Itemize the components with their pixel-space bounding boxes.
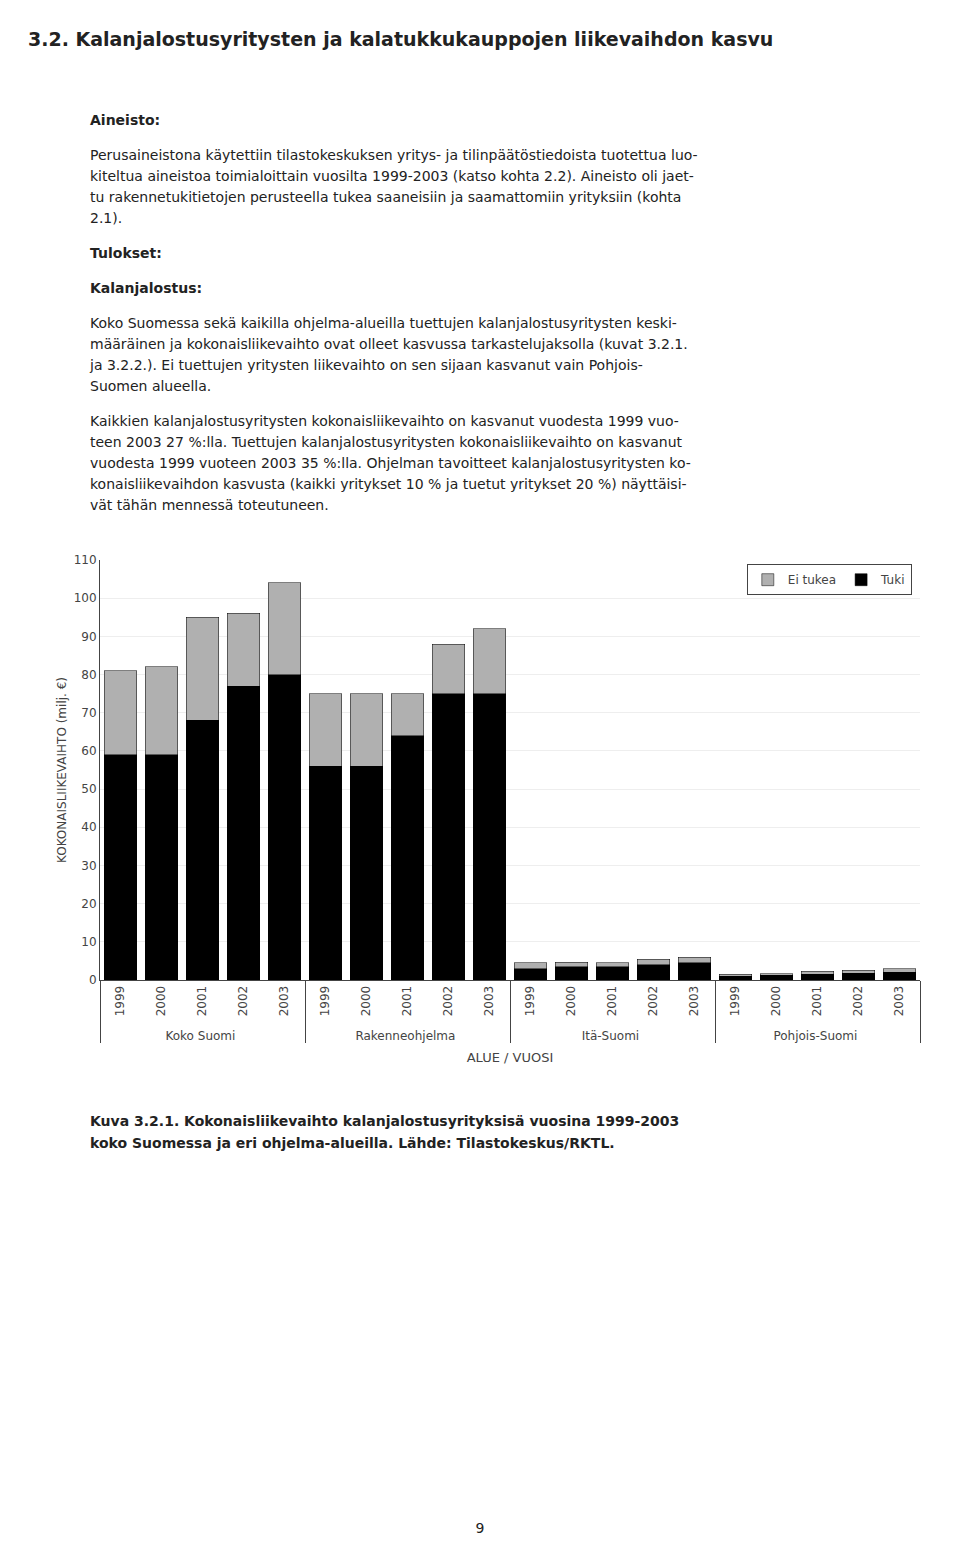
html-text:9: 9	[475, 1520, 485, 1536]
svg-text:2002: 2002	[646, 986, 660, 1017]
svg-text:100: 100	[74, 591, 97, 605]
svg-text:Rakenneohjelma: Rakenneohjelma	[355, 1029, 455, 1043]
svg-text:0: 0	[89, 973, 97, 987]
svg-text:2000: 2000	[564, 986, 578, 1017]
html-text:Koko Suomessa sekä kaikilla oh: Koko Suomessa sekä kaikilla ohjelma-alue…	[90, 315, 688, 394]
svg-text:50: 50	[81, 782, 96, 796]
svg-text:2002: 2002	[851, 986, 865, 1017]
svg-text:2003: 2003	[482, 986, 496, 1017]
svg-text:2002: 2002	[441, 986, 455, 1017]
html-text:Kaikkien kalanjalostusyrityste: Kaikkien kalanjalostusyritysten kokonais…	[90, 413, 691, 513]
svg-text:1999: 1999	[113, 986, 127, 1017]
svg-text:ALUE / VUOSI: ALUE / VUOSI	[467, 1050, 554, 1065]
svg-text:70: 70	[81, 706, 96, 720]
svg-text:40: 40	[81, 820, 96, 834]
svg-text:Itä-Suomi: Itä-Suomi	[582, 1029, 640, 1043]
html-text:Kuva 3.2.1. Kokonaisliikevaiht: Kuva 3.2.1. Kokonaisliikevaihto kalanjal…	[90, 1113, 680, 1151]
svg-text:2002: 2002	[236, 986, 250, 1017]
svg-text:1999: 1999	[318, 986, 332, 1017]
svg-text:2001: 2001	[605, 986, 619, 1017]
svg-text:Ei tukea: Ei tukea	[788, 573, 836, 587]
html-text:Perusaineistona käytettiin til: Perusaineistona käytettiin tilastokeskuk…	[90, 147, 698, 226]
svg-text:Koko Suomi: Koko Suomi	[165, 1029, 235, 1043]
svg-text:KOKONAISLIIKEVAIHTO (milj. €): KOKONAISLIIKEVAIHTO (milj. €)	[55, 677, 69, 863]
svg-text:Pohjois-Suomi: Pohjois-Suomi	[773, 1029, 857, 1043]
svg-text:80: 80	[81, 668, 96, 682]
svg-text:60: 60	[81, 744, 96, 758]
html-text:3.2. Kalanjalostusyritysten ja: 3.2. Kalanjalostusyritysten ja kalatukku…	[28, 28, 774, 50]
svg-text:20: 20	[81, 897, 96, 911]
svg-text:90: 90	[81, 630, 96, 644]
svg-text:Tuki: Tuki	[880, 573, 904, 587]
html-text:Tulokset:: Tulokset:	[90, 245, 162, 261]
svg-text:2003: 2003	[277, 986, 291, 1017]
svg-text:2000: 2000	[769, 986, 783, 1017]
svg-text:1999: 1999	[523, 986, 537, 1017]
svg-text:2003: 2003	[687, 986, 701, 1017]
svg-text:110: 110	[74, 553, 97, 567]
svg-text:2000: 2000	[359, 986, 373, 1017]
svg-text:2001: 2001	[400, 986, 414, 1017]
svg-text:2001: 2001	[810, 986, 824, 1017]
svg-text:30: 30	[81, 859, 96, 873]
svg-text:1999: 1999	[728, 986, 742, 1017]
html-text:Aineisto:: Aineisto:	[90, 112, 161, 128]
svg-text:2000: 2000	[154, 986, 168, 1017]
html-text:Kalanjalostus:: Kalanjalostus:	[90, 280, 203, 296]
svg-text:10: 10	[81, 935, 96, 949]
svg-text:2003: 2003	[892, 986, 906, 1017]
svg-text:2001: 2001	[195, 986, 209, 1017]
